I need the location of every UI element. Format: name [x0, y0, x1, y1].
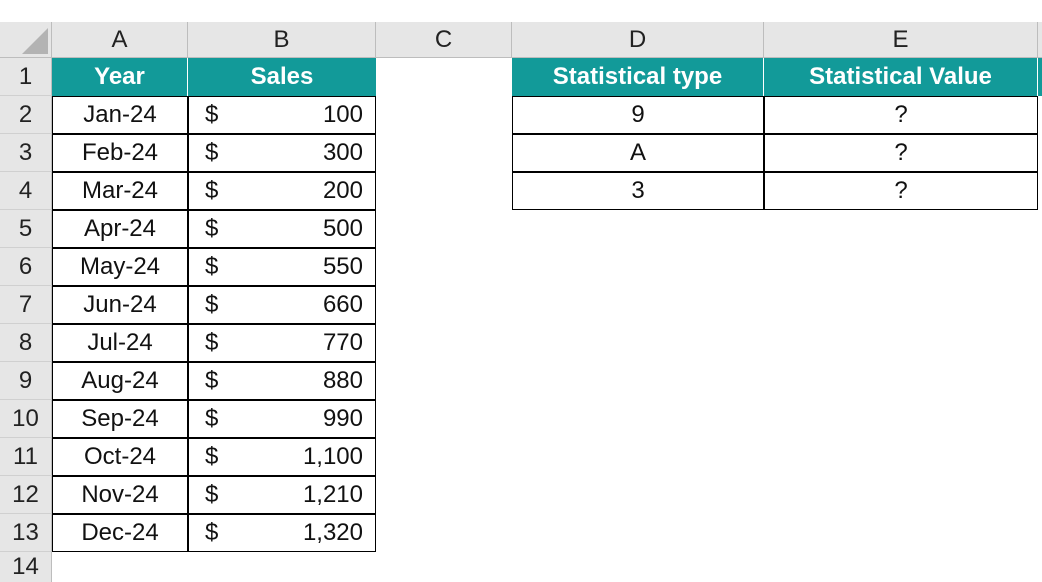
sales-amount: 1,210 — [302, 481, 363, 508]
sales-header-cell[interactable]: Sales — [188, 58, 376, 96]
currency-symbol: $ — [205, 367, 219, 394]
sales-amount: 990 — [322, 405, 363, 432]
sales-amount: 770 — [322, 329, 363, 356]
currency-symbol: $ — [205, 405, 219, 432]
currency-symbol: $ — [205, 329, 219, 356]
year-cell[interactable]: Mar-24 — [52, 172, 188, 210]
sales-amount: 1,320 — [302, 519, 363, 546]
row-header-12[interactable]: 12 — [0, 476, 52, 514]
top-strip — [0, 0, 1042, 22]
year-cell[interactable]: Oct-24 — [52, 438, 188, 476]
row-header-10[interactable]: 10 — [0, 400, 52, 438]
year-cell[interactable]: Feb-24 — [52, 134, 188, 172]
sales-amount: 300 — [322, 139, 363, 166]
row-header-7[interactable]: 7 — [0, 286, 52, 324]
row-header-3[interactable]: 3 — [0, 134, 52, 172]
currency-symbol: $ — [205, 215, 219, 242]
header-cell-f-partial[interactable] — [1038, 58, 1042, 96]
statistical-type-cell[interactable]: 9 — [512, 96, 764, 134]
sales-cell[interactable]: $770 — [188, 324, 376, 362]
year-cell[interactable]: Jan-24 — [52, 96, 188, 134]
year-cell[interactable]: Jul-24 — [52, 324, 188, 362]
sales-cell[interactable]: $100 — [188, 96, 376, 134]
year-cell[interactable]: Dec-24 — [52, 514, 188, 552]
sales-amount: 880 — [322, 367, 363, 394]
year-cell[interactable]: Sep-24 — [52, 400, 188, 438]
sales-cell[interactable]: $500 — [188, 210, 376, 248]
sales-cell[interactable]: $880 — [188, 362, 376, 400]
column-header-f-partial[interactable] — [1038, 22, 1042, 58]
statistical-value-cell[interactable]: ? — [764, 172, 1038, 210]
statistical-value-cell[interactable]: ? — [764, 96, 1038, 134]
select-all-corner[interactable] — [0, 22, 52, 58]
row-header-5[interactable]: 5 — [0, 210, 52, 248]
column-header-e[interactable]: E — [764, 22, 1038, 58]
statistical-type-cell[interactable]: 3 — [512, 172, 764, 210]
row-header-13[interactable]: 13 — [0, 514, 52, 552]
sales-amount: 100 — [322, 101, 363, 128]
statistical-value-cell[interactable]: ? — [764, 134, 1038, 172]
year-cell[interactable]: Aug-24 — [52, 362, 188, 400]
sales-amount: 500 — [322, 215, 363, 242]
column-header-a[interactable]: A — [52, 22, 188, 58]
column-header-c[interactable]: C — [376, 22, 512, 58]
sales-cell[interactable]: $550 — [188, 248, 376, 286]
row-header-2[interactable]: 2 — [0, 96, 52, 134]
sales-amount: 200 — [322, 177, 363, 204]
statistical-type-cell[interactable]: A — [512, 134, 764, 172]
column-header-d[interactable]: D — [512, 22, 764, 58]
row-header-6[interactable]: 6 — [0, 248, 52, 286]
select-all-triangle-icon — [22, 28, 48, 54]
row-header-8[interactable]: 8 — [0, 324, 52, 362]
year-cell[interactable]: Jun-24 — [52, 286, 188, 324]
row-header-14[interactable]: 14 — [0, 552, 52, 582]
sales-cell[interactable]: $1,100 — [188, 438, 376, 476]
currency-symbol: $ — [205, 101, 219, 128]
sales-cell[interactable]: $300 — [188, 134, 376, 172]
sales-amount: 660 — [322, 291, 363, 318]
sales-amount: 1,100 — [302, 443, 363, 470]
currency-symbol: $ — [205, 253, 219, 280]
year-cell[interactable]: Nov-24 — [52, 476, 188, 514]
sales-cell[interactable]: $1,320 — [188, 514, 376, 552]
row-header-11[interactable]: 11 — [0, 438, 52, 476]
row-header-1[interactable]: 1 — [0, 58, 52, 96]
currency-symbol: $ — [205, 139, 219, 166]
statistical-type-header-cell[interactable]: Statistical type — [512, 58, 764, 96]
currency-symbol: $ — [205, 291, 219, 318]
column-header-b[interactable]: B — [188, 22, 376, 58]
statistical-value-header-cell[interactable]: Statistical Value — [764, 58, 1038, 96]
currency-symbol: $ — [205, 177, 219, 204]
currency-symbol: $ — [205, 443, 219, 470]
sales-cell[interactable]: $660 — [188, 286, 376, 324]
currency-symbol: $ — [205, 519, 219, 546]
sales-cell[interactable]: $200 — [188, 172, 376, 210]
row-header-9[interactable]: 9 — [0, 362, 52, 400]
row-header-4[interactable]: 4 — [0, 172, 52, 210]
currency-symbol: $ — [205, 481, 219, 508]
sales-cell[interactable]: $990 — [188, 400, 376, 438]
year-cell[interactable]: May-24 — [52, 248, 188, 286]
year-header-cell[interactable]: Year — [52, 58, 188, 96]
sales-cell[interactable]: $1,210 — [188, 476, 376, 514]
year-cell[interactable]: Apr-24 — [52, 210, 188, 248]
sales-amount: 550 — [322, 253, 363, 280]
